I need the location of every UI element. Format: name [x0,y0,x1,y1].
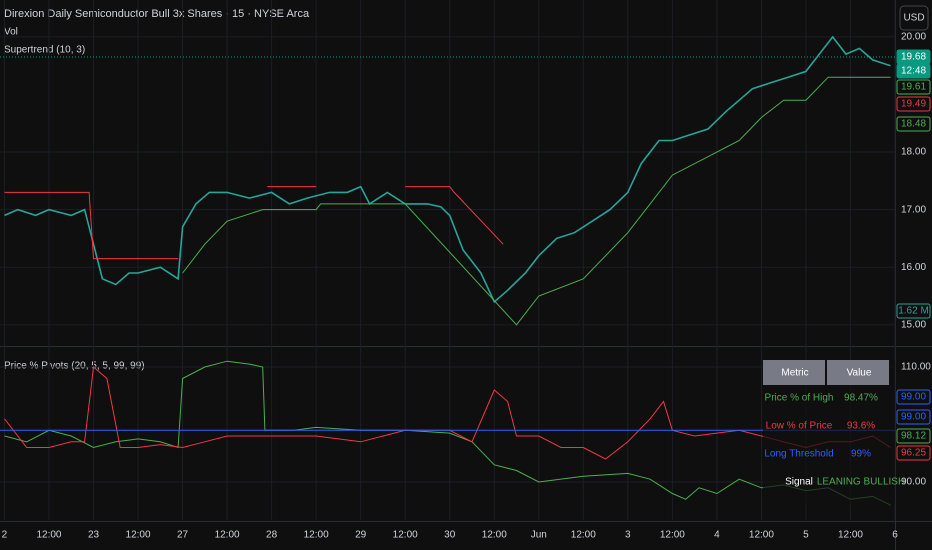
x-tick-label: 29 [355,530,367,541]
currency[interactable]: USD [903,13,924,24]
indicator-title: Price % Pivots (20, 5, 5, 99, 99) [4,361,145,372]
price-label-box [896,389,931,405]
x-tick-label: 3 [625,530,631,541]
x-tick-label: 12:00 [482,530,507,541]
x-tick-label: 12:00 [393,530,418,541]
x-tick-label: 6 [892,530,898,541]
table-cell: 99% [851,449,871,460]
series-line [4,35,891,304]
table-cell: 93.6% [847,421,875,432]
indicator-title: Vol [4,27,18,38]
x-tick-label: 12:00 [749,530,774,541]
table-cell: Low % of Price [766,421,833,432]
indicator-title: Supertrend (10, 3) [4,45,85,56]
table-cell: Long Threshold [764,449,833,460]
price-label: 98.12 [901,431,926,442]
table-cell: Signal [785,477,813,488]
price-label: 1.62 M [898,306,929,317]
y-tick-label: 90.00 [901,477,926,488]
symbol-title: Direxion Daily Semiconductor Bull 3x Sha… [4,8,310,20]
price-label-box [896,116,931,132]
price-label-box [896,96,931,112]
x-tick-label: 27 [177,530,189,541]
table-cell: LEANING BULLISH [817,477,905,488]
x-tick-label: 12:00 [571,530,596,541]
price-label-box [896,63,931,79]
x-tick-label: 12:00 [304,530,329,541]
price-label: 18.48 [901,119,926,130]
table-header: Value [847,368,872,379]
table-cell: 98.47% [844,393,878,404]
table-header: Metric [781,368,808,379]
price-label: 99.00 [901,412,926,423]
y-tick-label: 110.00 [901,362,931,373]
series-line [182,76,891,326]
y-tick-label: 16.00 [901,262,926,273]
price-label: 19.49 [901,99,926,110]
x-tick-label: 12:00 [36,530,61,541]
x-tick-label: 5 [803,530,809,541]
x-tick-label: 23 [88,530,100,541]
x-tick-label: 2 [2,530,8,541]
price-label-box [896,409,931,425]
price-label-box [896,428,931,444]
price-label: 99.00 [901,392,926,403]
table-cell: Price % of High [765,393,834,404]
x-tick-label: 12:00 [215,530,240,541]
series-line [4,366,891,460]
currency-button[interactable] [899,5,929,31]
x-tick-label: 12:00 [126,530,151,541]
table-header-cell [763,360,825,385]
price-label-box [896,79,931,95]
x-tick-label: 30 [444,530,456,541]
x-tick-label: 12:00 [838,530,863,541]
x-tick-label: 4 [714,530,720,541]
x-tick-label: Jun [531,530,547,541]
series-line [4,186,504,260]
x-tick-label: 28 [266,530,278,541]
price-label-box [896,303,931,319]
y-tick-label: 17.00 [901,204,926,215]
price-label: 19.61 [901,82,926,93]
y-tick-label: 15.00 [901,319,926,330]
series-line [4,360,891,506]
x-tick-label: 12:00 [660,530,685,541]
price-label: 12:48 [901,66,926,77]
price-label: 96.25 [901,448,926,459]
table-header-cell [827,360,889,385]
y-tick-label: 18.00 [901,147,926,158]
price-label: 19.68 [901,52,926,63]
price-label-box [896,445,931,461]
y-tick-label: 20.00 [901,32,926,43]
